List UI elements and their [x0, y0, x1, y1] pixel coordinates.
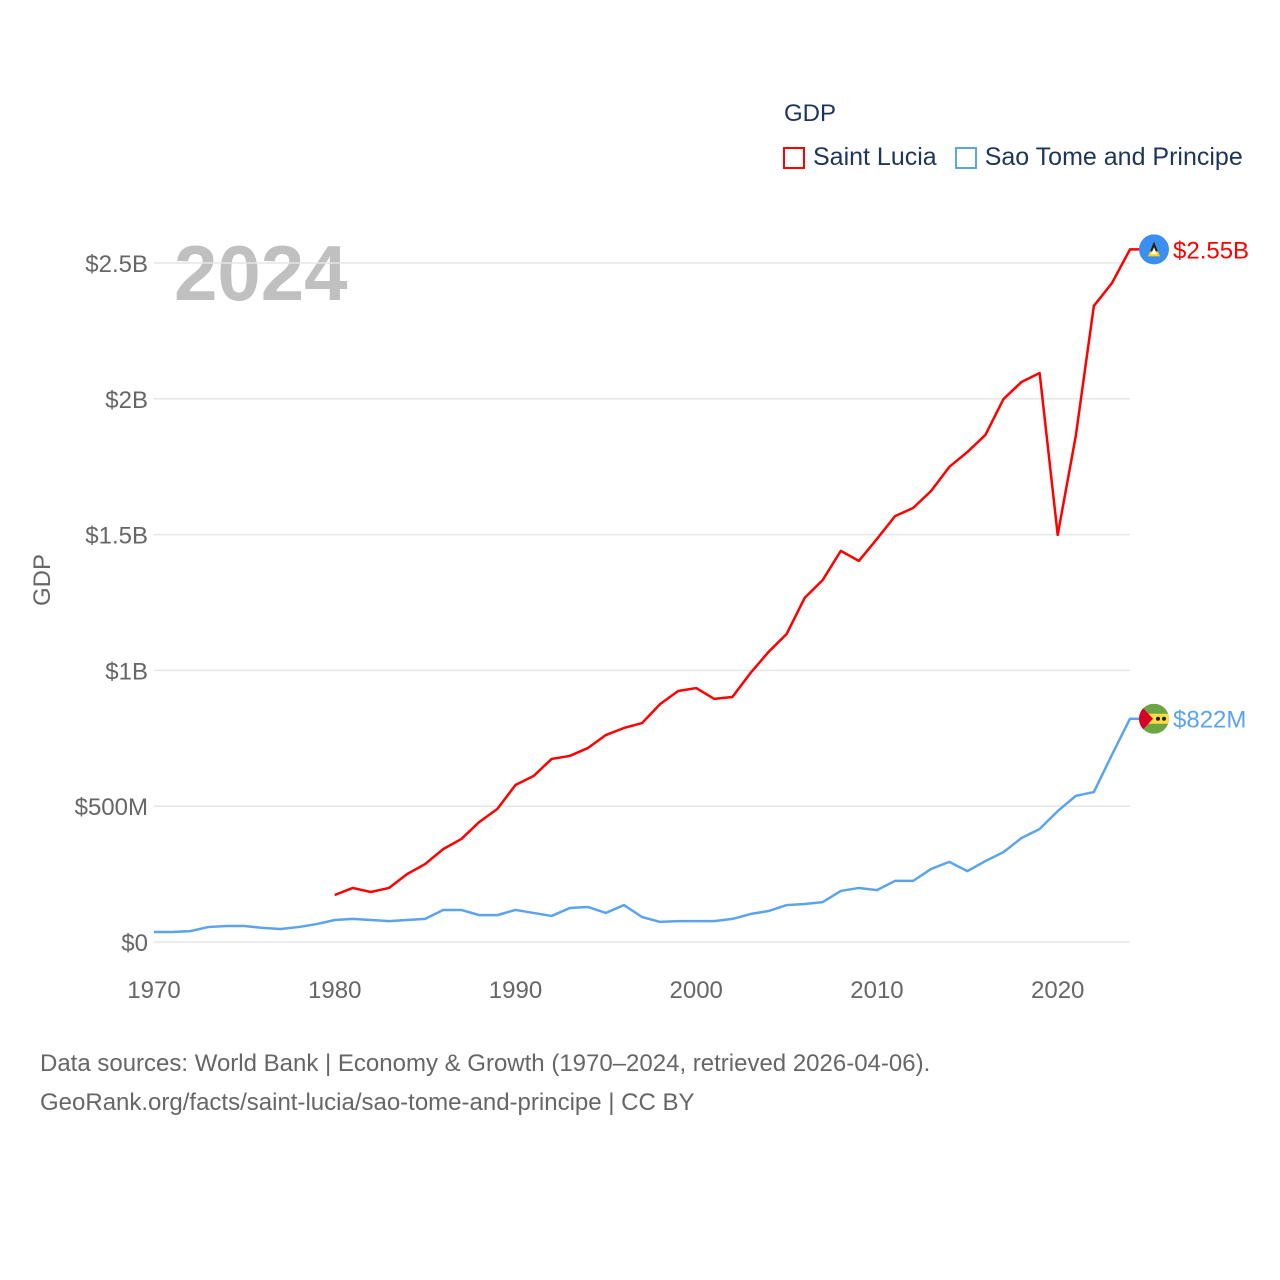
legend-item-sao-tome[interactable]: Sao Tome and Principe	[954, 143, 1243, 172]
x-tick-label: 2020	[1031, 977, 1084, 1004]
x-tick-label: 2000	[670, 977, 723, 1004]
x-tick-label: 1970	[127, 977, 180, 1004]
legend-title: GDP	[784, 100, 837, 127]
legend-item-saint-lucia[interactable]: Saint Lucia	[783, 143, 937, 172]
legend-swatch	[783, 146, 805, 169]
legend-label: Sao Tome and Principe	[984, 143, 1243, 171]
year-watermark: 2024	[174, 229, 348, 317]
end-value-label: $822M	[1173, 707, 1246, 734]
y-tick-label: $2B	[105, 387, 148, 414]
end-value-label: $2.55B	[1173, 237, 1249, 264]
y-axis-label: GDP	[29, 554, 56, 606]
x-tick-label: 1990	[489, 977, 542, 1004]
y-tick-label: $1.5B	[85, 523, 148, 550]
footer: Data sources: World Bank | Economy & Gro…	[40, 1044, 930, 1122]
y-tick-label: $0	[121, 930, 148, 957]
series-line-1	[154, 717, 1140, 934]
legend-label: Saint Lucia	[813, 143, 937, 171]
y-tick-label: $1B	[105, 658, 148, 685]
y-tick-label: $500M	[75, 794, 148, 821]
saint-lucia-flag-icon	[1139, 234, 1169, 265]
x-tick-label: 1980	[308, 977, 361, 1004]
legend-swatch	[954, 146, 977, 169]
y-tick-label: $2.5B	[85, 251, 148, 278]
legend: Saint Lucia Sao Tome and Principe	[783, 143, 1261, 172]
attribution-link[interactable]: GeoRank.org/facts/saint-lucia/sao-tome-a…	[40, 1089, 695, 1116]
sao-tome-flag-icon	[1139, 703, 1169, 734]
x-tick-label: 2010	[850, 977, 903, 1004]
data-source-text: Data sources: World Bank | Economy & Gro…	[40, 1050, 931, 1077]
series-line-0	[334, 248, 1140, 897]
